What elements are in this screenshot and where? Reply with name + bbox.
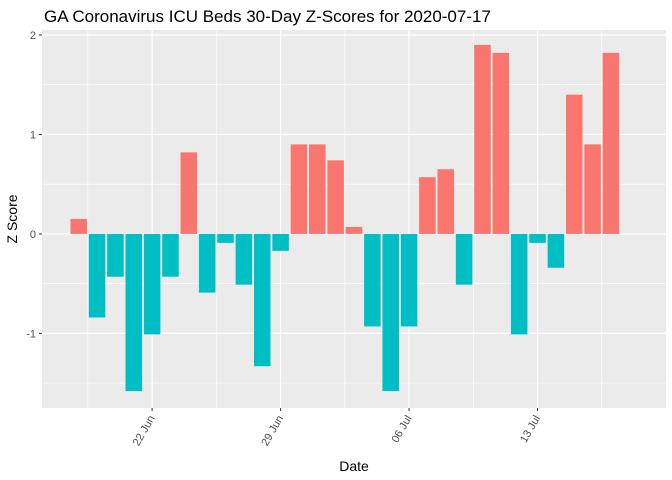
x-tick-label: 22 Jun (131, 414, 158, 449)
y-axis: -1 0 1 2 (26, 30, 42, 340)
x-tick-label: 29 Jun (259, 414, 286, 449)
bar (235, 233, 253, 285)
bar (253, 233, 271, 367)
bar (290, 144, 308, 234)
bar (327, 160, 344, 234)
bar (584, 144, 601, 234)
bar (382, 233, 399, 392)
bar (70, 219, 87, 234)
bar (419, 177, 436, 234)
bar (217, 233, 234, 243)
x-axis: 22 Jun 29 Jun 06 Jul 13 Jul (131, 408, 543, 448)
bar (88, 233, 106, 318)
bar (510, 233, 528, 335)
chart-title: GA Coronavirus ICU Beds 30-Day Z-Scores … (44, 7, 491, 26)
bar (345, 226, 363, 234)
bar (474, 44, 491, 234)
y-axis-title: Z Score (4, 194, 20, 243)
plot-panel (42, 30, 666, 408)
bar (602, 52, 620, 234)
bar (272, 233, 289, 251)
bar (565, 94, 583, 234)
y-tick-label: -1 (26, 328, 36, 340)
y-tick-label: 2 (30, 30, 36, 42)
bar (125, 233, 143, 392)
bar (455, 233, 473, 285)
x-tick-label: 06 Jul (390, 414, 415, 445)
bar (309, 144, 326, 234)
bar (198, 233, 216, 293)
bar (107, 233, 124, 277)
y-tick-label: 0 (30, 229, 36, 241)
bar (529, 233, 546, 243)
bar (547, 233, 565, 268)
bars (70, 44, 620, 392)
bar (143, 233, 161, 335)
bar (162, 233, 179, 277)
bar (492, 52, 510, 234)
x-axis-title: Date (339, 458, 369, 474)
y-tick-label: 1 (30, 129, 36, 141)
x-tick-label: 13 Jul (518, 414, 543, 445)
bar (364, 233, 381, 327)
bar (437, 169, 455, 234)
bar (180, 152, 198, 234)
bar (400, 233, 418, 327)
